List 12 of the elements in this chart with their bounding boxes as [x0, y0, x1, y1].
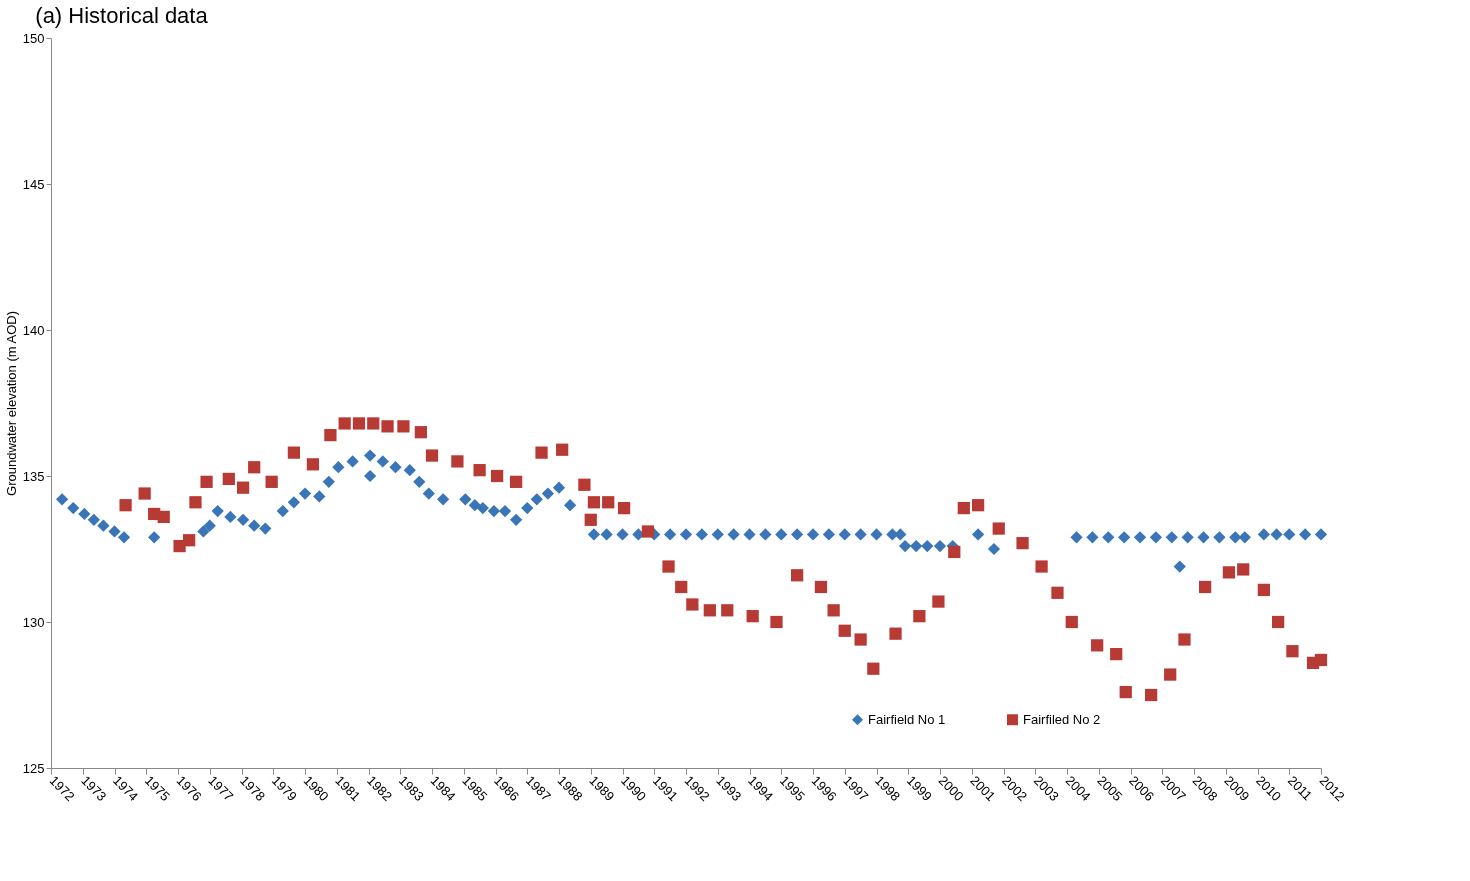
x-tick-label: 1977 — [205, 772, 237, 804]
x-tick-label: 1997 — [840, 772, 872, 804]
y-tick-label: 150 — [22, 30, 45, 46]
legend-label: Fairfield No 1 — [868, 711, 946, 727]
y-axis-title: Groundwater elevation (m AOD) — [3, 311, 19, 496]
y-tick-label: 130 — [22, 614, 45, 630]
y-tick-label: 135 — [22, 468, 45, 484]
y-tick-label: 140 — [22, 322, 45, 338]
y-tick-label: 125 — [22, 760, 45, 776]
chart-title: (a) Historical data — [35, 3, 209, 28]
legend-label: Fairfiled No 2 — [1023, 711, 1101, 727]
y-tick-label: 145 — [22, 176, 45, 192]
